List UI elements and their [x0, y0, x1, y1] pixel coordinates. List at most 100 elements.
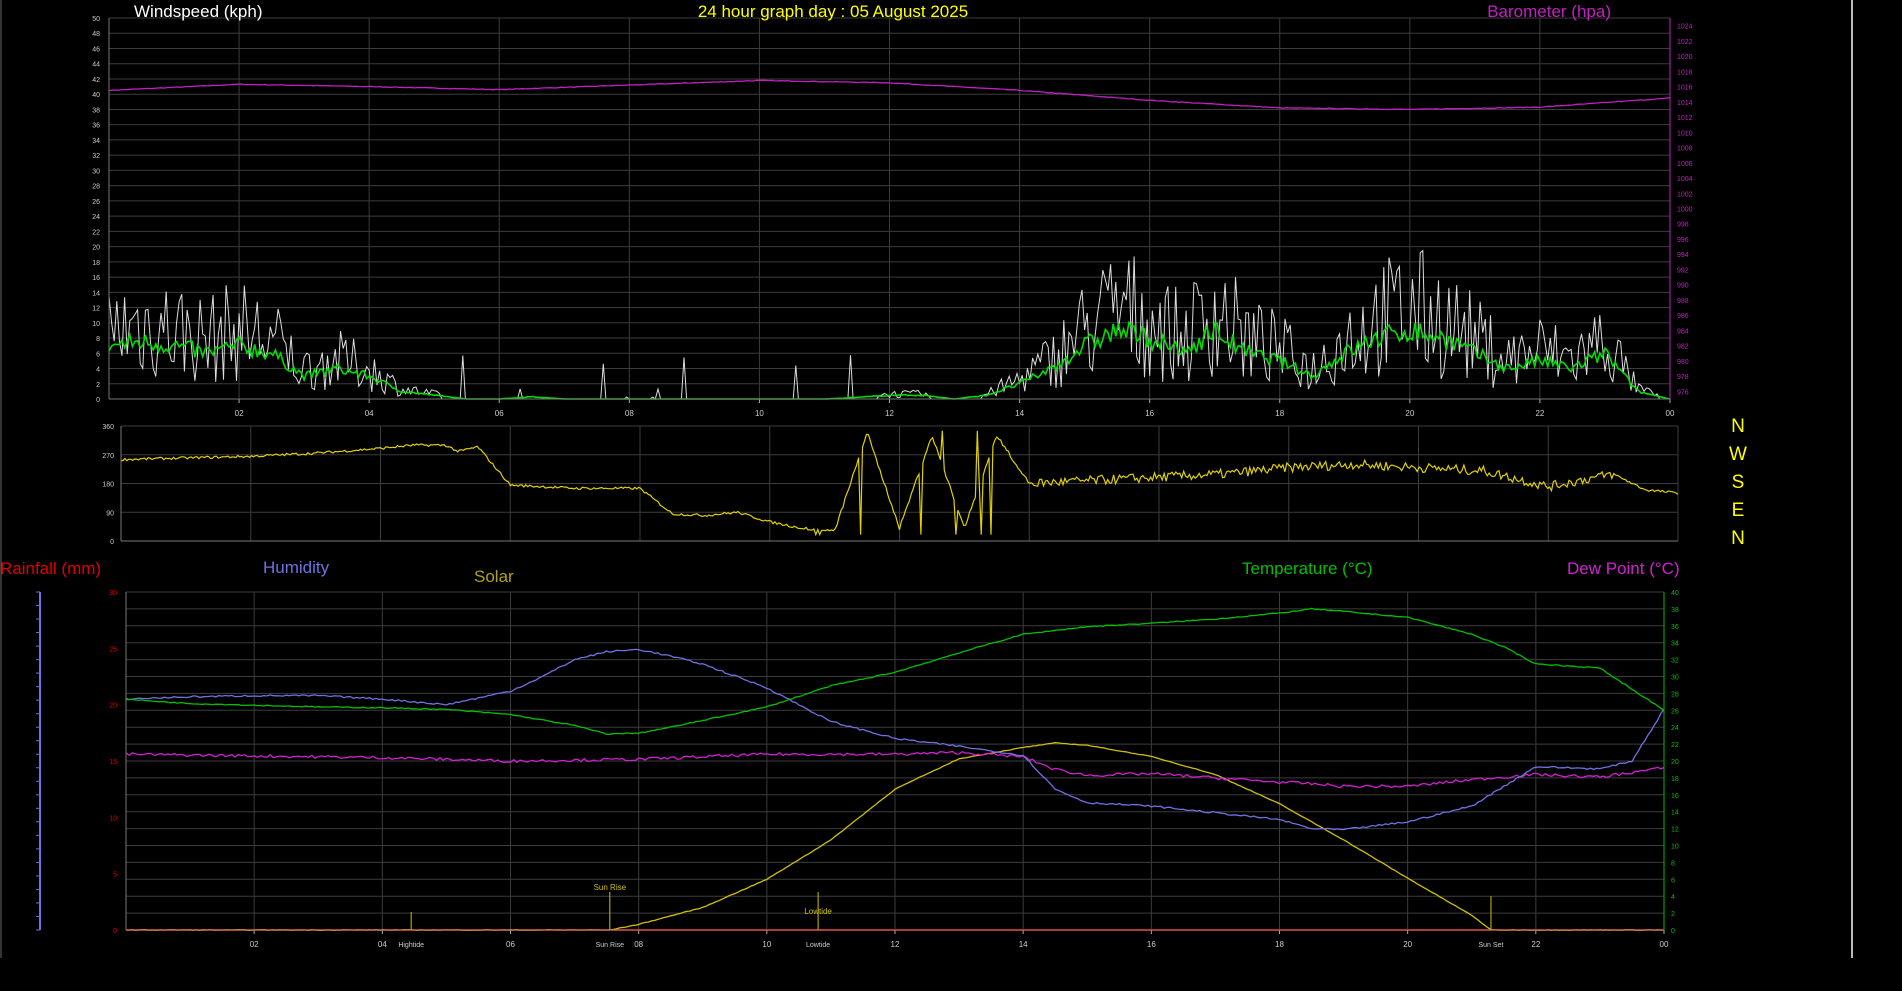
rainfall-axis-label: Rainfall (mm): [0, 559, 101, 578]
x-tick-label: 18: [1275, 940, 1284, 949]
rainfall-tick-label: 0: [113, 928, 117, 935]
rainfall-tick-label: 10: [109, 815, 117, 822]
windspeed-tick-label: 30: [92, 168, 100, 175]
temperature-tick-label: 4: [1671, 894, 1675, 901]
compass-n-bottom: N: [1731, 528, 1745, 549]
windspeed-axis-label: Windspeed (kph): [134, 2, 263, 21]
barometer-line: [108, 79, 1671, 111]
direction-axes: 0 90 180 270 360: [102, 424, 1678, 546]
x-tick-label: 20: [1403, 940, 1412, 949]
x-tick-label: 22: [1531, 940, 1540, 949]
windspeed-grid: [109, 17, 1671, 400]
barometer-tick-label: 1006: [1677, 161, 1693, 168]
windspeed-tick-label: 28: [92, 184, 100, 191]
windspeed-tick-label: 40: [92, 92, 100, 99]
windspeed-tick-label: 36: [92, 123, 100, 130]
compass-e: E: [1732, 500, 1745, 521]
barometer-tick-label: 980: [1677, 359, 1689, 366]
temperature-tick-label: 20: [1671, 759, 1679, 766]
barometer-tick-label: 1022: [1677, 39, 1693, 46]
windspeed-tick-label: 24: [92, 214, 100, 221]
windspeed-tick-label: 34: [92, 138, 100, 145]
temperature-tick-label: 0: [1671, 928, 1675, 935]
temperature-tick-label: 26: [1671, 708, 1679, 715]
solar-axis-label: Solar: [474, 567, 514, 586]
windspeed-tick-label: 26: [92, 199, 100, 206]
temperature-tick-label: 14: [1671, 810, 1679, 817]
x-tick-label: 22: [1535, 409, 1544, 418]
wind-direction-line: [120, 430, 1679, 537]
rainfall-tick-label: 5: [113, 872, 117, 879]
barometer-tick-label: 992: [1677, 267, 1689, 274]
windspeed-tick-label: 6: [96, 351, 100, 358]
direction-tick-label: 270: [102, 453, 114, 460]
barometer-tick-label: 1004: [1677, 176, 1693, 183]
x-tick-label: 20: [1405, 409, 1414, 418]
marker-axis-label: Lowtide: [806, 942, 830, 949]
x-tick-label: 18: [1275, 409, 1284, 418]
barometer-axis-label: Barometer (hpa): [1487, 2, 1611, 21]
rainfall-tick-label: 15: [109, 759, 117, 766]
direction-tick-label: 360: [102, 424, 114, 431]
compass-w: W: [1729, 444, 1747, 465]
temperature-tick-label: 28: [1671, 691, 1679, 698]
temperature-tick-label: 40: [1671, 590, 1679, 597]
temperature-tick-label: 22: [1671, 742, 1679, 749]
windspeed-axes: 0246810121416182022242628303234363840424…: [92, 16, 1692, 418]
rainfall-tick-label: 20: [109, 703, 117, 710]
windspeed-tick-label: 18: [92, 260, 100, 267]
temperature-tick-label: 12: [1671, 827, 1679, 834]
marker-axis-label: Sun Rise: [596, 942, 625, 949]
x-tick-label: 10: [762, 940, 771, 949]
windspeed-tick-label: 10: [92, 321, 100, 328]
barometer-tick-label: 1012: [1677, 115, 1693, 122]
rainfall-tick-label: 25: [109, 646, 117, 653]
barometer-tick-label: 1002: [1677, 191, 1693, 198]
x-tick-label: 08: [625, 409, 634, 418]
direction-tick-label: 90: [106, 510, 114, 517]
temperature-tick-label: 38: [1671, 607, 1679, 614]
chart-title: 24 hour graph day : 05 August 2025: [698, 2, 968, 21]
x-tick-label: 12: [891, 940, 900, 949]
x-tick-label: 14: [1019, 940, 1028, 949]
barometer-tick-label: 1024: [1677, 24, 1693, 31]
x-tick-label: 02: [250, 940, 259, 949]
windspeed-tick-label: 32: [92, 153, 100, 160]
windspeed-tick-label: 14: [92, 290, 100, 297]
temperature-tick-label: 34: [1671, 641, 1679, 648]
temperature-axis-label: Temperature (°C): [1242, 559, 1373, 578]
compass-n-top: N: [1731, 416, 1745, 437]
x-tick-label: 02: [235, 409, 244, 418]
x-tick-label: 10: [755, 409, 764, 418]
temperature-tick-label: 2: [1671, 911, 1675, 918]
humidity-line: [125, 648, 1665, 831]
windspeed-tick-label: 44: [92, 62, 100, 69]
barometer-tick-label: 994: [1677, 252, 1689, 259]
x-tick-label: 06: [495, 409, 504, 418]
x-tick-label: 14: [1015, 409, 1024, 418]
direction-grid: [121, 425, 1679, 542]
temperature-tick-label: 32: [1671, 658, 1679, 665]
barometer-tick-label: 990: [1677, 283, 1689, 290]
barometer-tick-label: 978: [1677, 374, 1689, 381]
x-tick-label: 00: [1660, 940, 1669, 949]
compass-labels: N W S E N: [1729, 416, 1747, 549]
x-tick-label: 06: [506, 940, 515, 949]
windspeed-tick-label: 0: [96, 397, 100, 404]
windspeed-tick-label: 20: [92, 245, 100, 252]
windspeed-tick-label: 42: [92, 77, 100, 84]
windspeed-tick-label: 8: [96, 336, 100, 343]
temperature-tick-label: 18: [1671, 776, 1679, 783]
dewpoint-line: [125, 750, 1665, 789]
compass-s: S: [1732, 472, 1745, 493]
barometer-tick-label: 1020: [1677, 54, 1693, 61]
barometer-tick-label: 976: [1677, 389, 1689, 396]
barometer-tick-label: 986: [1677, 313, 1689, 320]
x-tick-label: 08: [634, 940, 643, 949]
windspeed-tick-label: 12: [92, 306, 100, 313]
climate-axes: 0246810121416182022242628303234363840051…: [36, 590, 1679, 949]
direction-tick-label: 180: [102, 482, 114, 489]
windspeed-tick-label: 46: [92, 46, 100, 53]
barometer-tick-label: 1016: [1677, 85, 1693, 92]
